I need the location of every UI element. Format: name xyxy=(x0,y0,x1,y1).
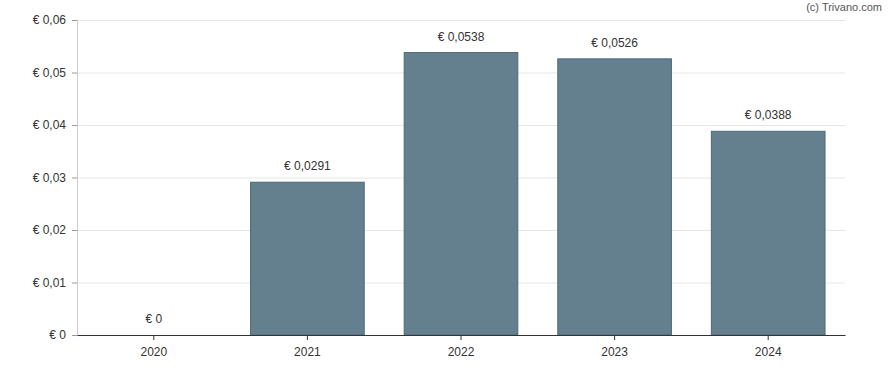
x-tick-mark xyxy=(307,335,308,340)
y-tick-label: € 0,04 xyxy=(33,118,67,132)
x-tick-label: 2022 xyxy=(448,345,475,359)
chart: € 0 € 0,01 € 0,02 € 0,03 € 0,04 € 0,05 € 0,06 2… xyxy=(0,0,888,370)
bar xyxy=(558,59,672,335)
y-tick-label: € 0,06 xyxy=(33,13,67,27)
y-tick-mark xyxy=(72,335,77,336)
x-tick: 2021 xyxy=(294,335,321,359)
x-tick-mark xyxy=(614,335,615,340)
x-tick-mark xyxy=(153,335,154,340)
data-label: € 0 xyxy=(145,312,162,326)
bar xyxy=(711,131,825,335)
y-tick-mark xyxy=(72,178,77,179)
y-axis: € 0 € 0,01 € 0,02 € 0,03 € 0,04 € 0,05 € 0,06 xyxy=(33,13,78,342)
y-tick-label: € 0,03 xyxy=(33,171,67,185)
x-tick-label: 2021 xyxy=(294,345,321,359)
y-tick-mark xyxy=(72,73,77,74)
x-tick: 2022 xyxy=(448,335,475,359)
grid xyxy=(77,21,845,336)
y-axis-line xyxy=(72,21,78,336)
y-tick-label: € 0,01 xyxy=(33,276,67,290)
y-tick-mark xyxy=(72,230,77,231)
x-tick-mark xyxy=(461,335,462,340)
data-label: € 0,0538 xyxy=(438,30,485,44)
y-tick: € 0,05 xyxy=(33,66,77,80)
y-tick: € 0 xyxy=(49,328,77,342)
bar xyxy=(251,182,365,335)
grid-line xyxy=(77,20,845,21)
y-tick-mark xyxy=(72,125,77,126)
bars xyxy=(251,53,825,335)
x-tick-label: 2020 xyxy=(140,345,167,359)
x-tick-mark xyxy=(768,335,769,340)
x-tick: 2024 xyxy=(755,335,782,359)
x-tick-label: 2023 xyxy=(601,345,628,359)
data-label: € 0,0526 xyxy=(591,36,638,50)
y-tick-mark xyxy=(72,20,77,21)
y-tick-label: € 0 xyxy=(49,328,66,342)
y-tick: € 0,02 xyxy=(33,223,77,237)
y-tick: € 0,04 xyxy=(33,118,77,132)
data-label: € 0,0388 xyxy=(745,108,792,122)
y-tick-label: € 0,02 xyxy=(33,223,67,237)
x-tick: 2023 xyxy=(601,335,628,359)
data-label: € 0,0291 xyxy=(284,159,331,173)
bar xyxy=(404,53,518,335)
x-tick-label: 2024 xyxy=(755,345,782,359)
y-tick: € 0,06 xyxy=(33,13,77,27)
y-tick-mark xyxy=(72,283,77,284)
plot: € 0 € 0,01 € 0,02 € 0,03 € 0,04 € 0,05 € 0,06 2… xyxy=(33,13,846,358)
data-labels: € 0 € 0,0291 € 0,0538 € 0,0526 € 0,0388 xyxy=(145,30,791,326)
y-tick-label: € 0,05 xyxy=(33,66,67,80)
x-axis: 2020 2021 2022 2023 2024 xyxy=(78,335,846,359)
y-tick: € 0,01 xyxy=(33,276,77,290)
bar xyxy=(97,335,211,336)
y-tick: € 0,03 xyxy=(33,171,77,185)
watermark: (c) Trivano.com xyxy=(806,1,882,13)
x-tick: 2020 xyxy=(140,335,167,359)
